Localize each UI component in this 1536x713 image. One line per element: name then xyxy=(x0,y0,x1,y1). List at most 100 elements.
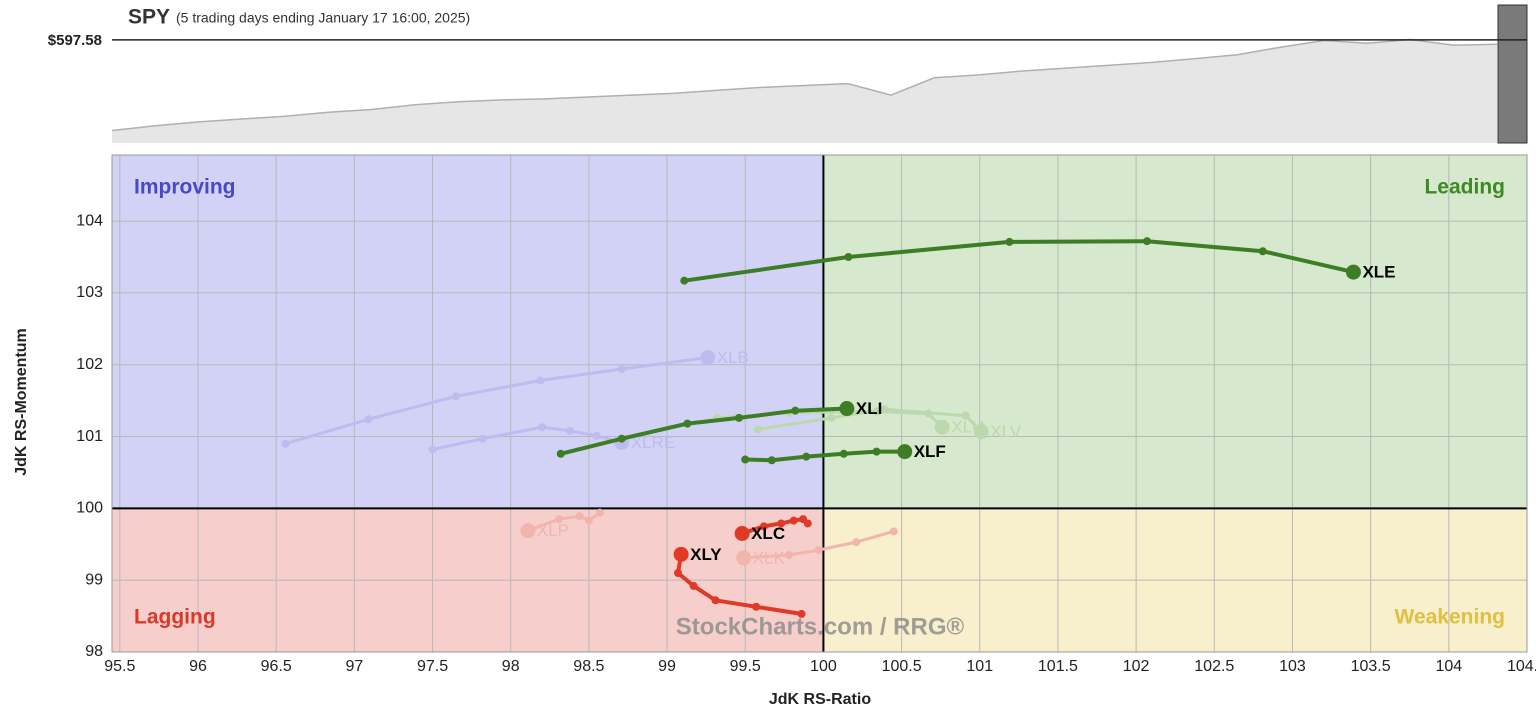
tail-point xyxy=(752,602,761,611)
tail-point xyxy=(711,596,720,605)
series-label: XLF xyxy=(914,442,946,461)
x-tick-label: 101.5 xyxy=(1038,658,1078,675)
tail-point xyxy=(777,519,786,528)
tail-point xyxy=(872,447,881,456)
quadrant xyxy=(112,155,824,509)
tail-point xyxy=(802,452,811,461)
series-label: XLP xyxy=(537,521,569,540)
x-tick-label: 104.5 xyxy=(1507,658,1536,675)
tail-point xyxy=(575,512,584,521)
x-tick-label: 99 xyxy=(658,658,676,675)
tail-point xyxy=(1258,247,1267,256)
quadrant-label: Weakening xyxy=(1395,606,1505,629)
tail-point xyxy=(689,581,698,590)
plot-frame xyxy=(111,154,1528,653)
tail-line xyxy=(285,356,708,446)
quadrant xyxy=(823,155,1527,509)
y-tick-label: 99 xyxy=(85,571,103,588)
tail-point xyxy=(680,276,689,285)
tail-point xyxy=(566,426,575,435)
quadrant-label: Lagging xyxy=(134,606,216,629)
tail-point xyxy=(683,419,692,428)
tail-point xyxy=(281,439,290,448)
tail-point xyxy=(791,406,800,415)
spy-window xyxy=(1497,4,1528,144)
tail-point xyxy=(767,456,776,465)
tail-point xyxy=(617,434,626,443)
x-tick-label: 97 xyxy=(345,658,363,675)
tail-point xyxy=(889,527,898,536)
x-tick-label: 95.5 xyxy=(104,658,135,675)
y-tick-label: 102 xyxy=(76,356,103,373)
tail-point xyxy=(555,515,564,524)
tail-point xyxy=(428,445,437,454)
series-label: XLB xyxy=(717,348,749,367)
x-tick-label: 99.5 xyxy=(730,658,761,675)
watermark: StockCharts.com / RRG® xyxy=(676,613,965,640)
x-tick-label: 102.5 xyxy=(1194,658,1234,675)
grid: 95.5 96 96.5 97 97.5 98 98.5 99 99.5 100 100.5 101 1… xyxy=(76,154,1536,675)
y-tick-label: 100 xyxy=(76,500,103,517)
tail-point xyxy=(880,405,889,414)
tail-line xyxy=(560,406,847,456)
x-tick-label: 102 xyxy=(1123,658,1150,675)
tail-point xyxy=(736,550,752,566)
tail-point xyxy=(734,525,750,541)
tail-line xyxy=(745,449,905,463)
y-tick-label: 103 xyxy=(76,284,103,301)
tail-point xyxy=(741,455,750,464)
tail-point xyxy=(1005,237,1014,246)
spy-title: SPY xyxy=(128,6,170,29)
series-label: XLI xyxy=(856,399,882,418)
tail-point xyxy=(973,424,989,440)
tail-point xyxy=(700,350,716,366)
tail-point xyxy=(536,376,545,385)
series-label: XLV xyxy=(990,422,1022,441)
tail-point xyxy=(844,252,853,261)
tail-point xyxy=(556,449,565,458)
spy-price-label: $597.58 xyxy=(48,32,102,49)
y-tick-label: 101 xyxy=(76,428,103,445)
x-tick-label: 96 xyxy=(189,658,207,675)
x-tick-label: 96.5 xyxy=(261,658,292,675)
x-tick-label: 100 xyxy=(810,658,837,675)
tail-point xyxy=(789,516,798,525)
spy-area xyxy=(112,39,1497,143)
quadrant-label: Leading xyxy=(1424,176,1505,199)
tail-point xyxy=(734,413,743,422)
series-label: XLK xyxy=(753,548,786,567)
tail-point xyxy=(839,449,848,458)
tail-point xyxy=(537,423,546,432)
x-tick-label: 98.5 xyxy=(573,658,604,675)
series-label: XLC xyxy=(751,524,785,543)
quadrants xyxy=(111,4,1528,652)
tail-point xyxy=(961,411,970,420)
tail-line xyxy=(684,239,1354,283)
tail-point xyxy=(673,546,689,562)
tail-point xyxy=(617,365,626,374)
spy-line xyxy=(111,38,1498,132)
x-tick-label: 98 xyxy=(502,658,520,675)
tail-point xyxy=(797,609,806,618)
tail-point xyxy=(1345,264,1361,280)
tail-point xyxy=(814,546,823,555)
tail-point xyxy=(1143,237,1152,246)
x-tick-label: 101 xyxy=(966,658,993,675)
y-tick-label: 104 xyxy=(76,212,103,229)
tail-point xyxy=(785,551,794,560)
tail-point xyxy=(595,508,604,517)
tail-point xyxy=(592,431,601,440)
tail-point xyxy=(364,415,373,424)
tail-point xyxy=(753,425,762,434)
x-tick-label: 104 xyxy=(1435,658,1462,675)
tail-point xyxy=(520,523,536,539)
series-label: XLRE xyxy=(631,433,675,452)
series-label: XLY xyxy=(690,545,722,564)
tail-point xyxy=(934,419,950,435)
x-tick-label: 97.5 xyxy=(417,658,448,675)
x-axis-title: JdK RS-Ratio xyxy=(769,691,871,708)
tail-point xyxy=(839,401,855,417)
quadrant-label: Improving xyxy=(134,176,236,199)
